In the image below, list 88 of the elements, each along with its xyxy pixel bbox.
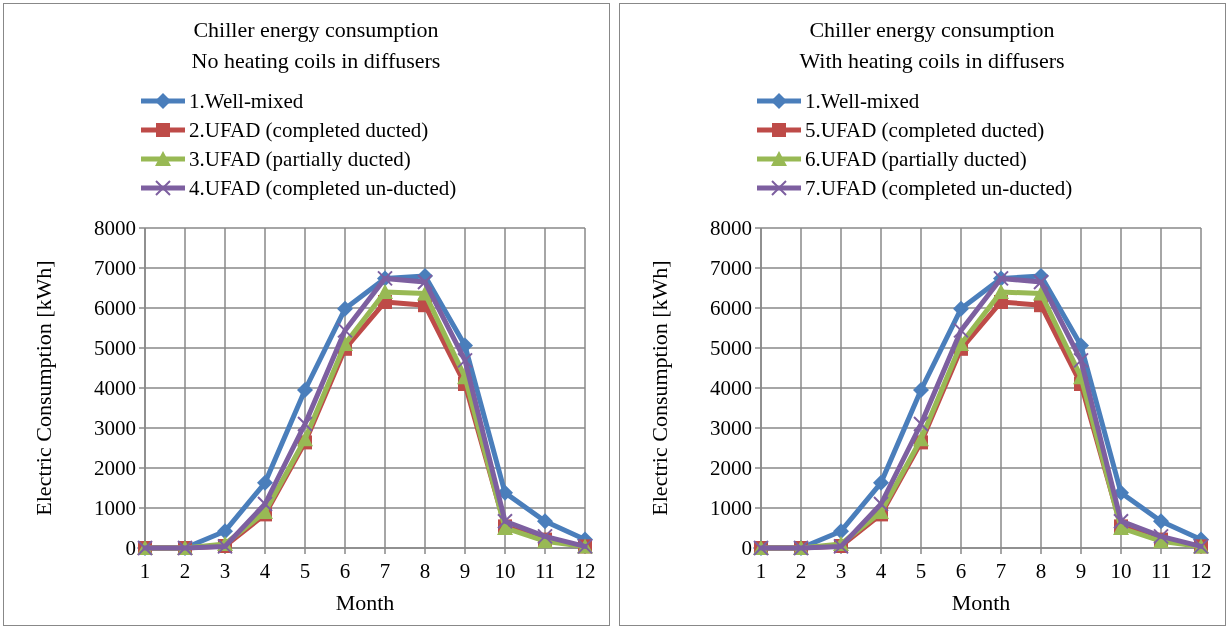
y-tick-label: 6000 — [94, 296, 136, 321]
point — [1033, 285, 1049, 301]
legend-label: 1.Well-mixed — [189, 89, 304, 114]
x-tick-label: 4 — [259, 559, 271, 583]
point — [1033, 274, 1049, 290]
point — [257, 474, 273, 491]
y-axis-title: Electric Consumption [kWh] — [31, 260, 56, 516]
y-tick-label: 7000 — [94, 256, 136, 281]
legend-label: 7.UFAD (completed un-ducted) — [805, 176, 1073, 201]
point — [377, 284, 393, 299]
point — [337, 300, 353, 317]
x-tick-label: 8 — [1035, 559, 1047, 583]
chart-subtitle: No heating coils in diffusers — [191, 48, 441, 73]
point — [1113, 513, 1129, 530]
point — [913, 416, 929, 432]
y-tick-label: 1000 — [710, 496, 752, 521]
legend-label: 3.UFAD (partially ducted) — [189, 147, 411, 172]
x-tick-label: 5 — [915, 559, 927, 583]
y-tick-label: 0 — [741, 536, 752, 561]
x-tick-label: 7 — [995, 559, 1007, 583]
point — [1153, 528, 1169, 545]
chart-title: Chiller energy consumption — [809, 17, 1055, 42]
point — [337, 322, 353, 339]
point — [953, 322, 969, 339]
point — [297, 431, 313, 447]
x-tick-label: 2 — [795, 559, 807, 583]
x-tick-label: 3 — [219, 559, 231, 583]
y-tick-label: 3000 — [710, 416, 752, 441]
y-tick-label: 0 — [125, 536, 136, 561]
point — [833, 523, 849, 540]
legend-label: 1.Well-mixed — [805, 89, 920, 114]
point — [913, 431, 929, 447]
x-tick-label: 1 — [139, 559, 151, 583]
point — [297, 382, 313, 398]
point — [1073, 352, 1089, 369]
point — [537, 528, 553, 545]
x-axis-title: Month — [951, 590, 1011, 615]
y-tick-label: 8000 — [710, 216, 752, 241]
chart-subtitle: With heating coils in diffusers — [799, 48, 1065, 73]
x-tick-label: 9 — [1075, 559, 1087, 583]
y-tick-label: 3000 — [94, 416, 136, 441]
x-tick-label: 10 — [494, 559, 516, 583]
x-tick-label: 6 — [955, 559, 967, 583]
y-tick-label: 4000 — [710, 376, 752, 401]
legend-label: 6.UFAD (partially ducted) — [805, 147, 1027, 172]
point — [457, 352, 473, 369]
legend-label: 5.UFAD (completed ducted) — [805, 118, 1045, 143]
point — [497, 513, 513, 530]
point — [257, 496, 273, 512]
point — [873, 496, 889, 512]
x-tick-label: 6 — [339, 559, 351, 583]
y-tick-label: 7000 — [710, 256, 752, 281]
x-tick-label: 7 — [379, 559, 391, 583]
y-tick-label: 6000 — [710, 296, 752, 321]
x-axis-title: Month — [335, 590, 395, 615]
point — [537, 513, 553, 530]
x-tick-label: 8 — [419, 559, 431, 583]
point — [417, 274, 433, 290]
x-tick-label: 12 — [574, 559, 596, 583]
y-tick-label: 5000 — [94, 336, 136, 361]
point — [873, 474, 889, 491]
x-tick-label: 10 — [1110, 559, 1132, 583]
point — [913, 382, 929, 398]
x-tick-label: 3 — [835, 559, 847, 583]
point — [297, 416, 313, 432]
point — [953, 300, 969, 317]
y-tick-label: 4000 — [94, 376, 136, 401]
chart-title: Chiller energy consumption — [193, 17, 439, 42]
y-tick-label: 5000 — [710, 336, 752, 361]
point — [993, 284, 1009, 299]
y-tick-label: 1000 — [94, 496, 136, 521]
point — [417, 285, 433, 301]
point — [217, 523, 233, 540]
x-tick-label: 12 — [1190, 559, 1212, 583]
y-tick-label: 2000 — [94, 456, 136, 481]
y-tick-label: 8000 — [94, 216, 136, 241]
legend-label: 2.UFAD (completed ducted) — [189, 118, 429, 143]
x-tick-label: 5 — [299, 559, 311, 583]
x-tick-label: 11 — [1150, 559, 1172, 583]
x-tick-label: 1 — [755, 559, 767, 583]
x-tick-label: 4 — [875, 559, 887, 583]
y-tick-label: 2000 — [710, 456, 752, 481]
x-tick-label: 2 — [179, 559, 191, 583]
point — [1153, 513, 1169, 530]
legend-label: 4.UFAD (completed un-ducted) — [189, 176, 457, 201]
x-tick-label: 9 — [459, 559, 471, 583]
x-tick-label: 11 — [534, 559, 556, 583]
y-axis-title: Electric Consumption [kWh] — [647, 260, 672, 516]
